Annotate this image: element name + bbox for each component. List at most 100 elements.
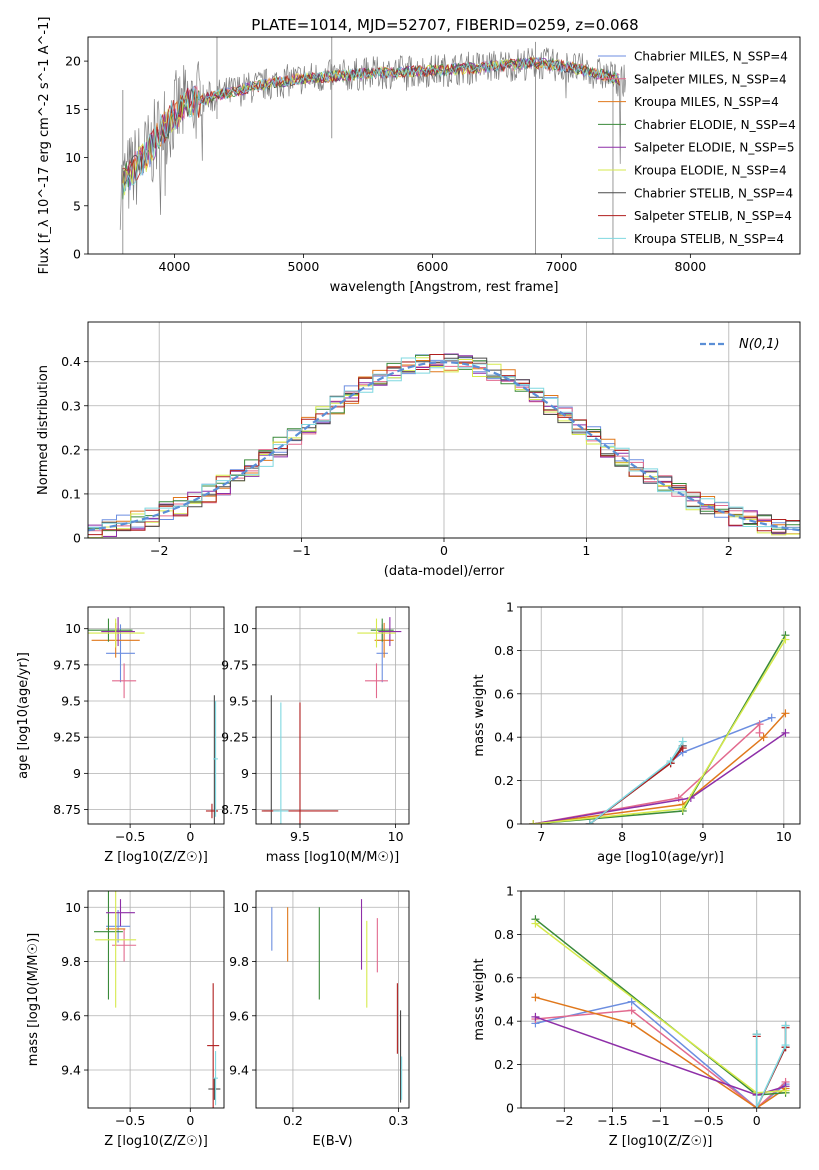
spectrum-frame xyxy=(87,36,801,255)
y-tick-label: 0 xyxy=(506,817,514,832)
mass_vs_Z-xlabel: Z [log10(Z/Z☉)] xyxy=(104,1134,208,1149)
mass_weight_vs_age-frame xyxy=(520,606,801,825)
x-tick-label: −1.5 xyxy=(597,1113,627,1128)
mass-weight-line xyxy=(535,1000,787,1108)
mass_vs_Z-frame xyxy=(87,890,225,1109)
y-tick-label: 1 xyxy=(506,884,514,899)
spectrum-panel: 4000 5000 6000 7000 8000 0 5 10 15 20 Chabrier MIL… xyxy=(65,36,801,274)
x-tick-label: 10 xyxy=(388,829,404,844)
y-tick-label: 9.4 xyxy=(229,1063,249,1078)
mass-weight-line xyxy=(533,712,786,824)
x-tick-label: 7 xyxy=(537,829,545,844)
y-tick-label: 0.8 xyxy=(494,927,514,942)
y-tick-label: 0.2 xyxy=(494,773,514,788)
legend-entry: Kroupa MILES, N_SSP=4 xyxy=(634,95,779,109)
mass_weight_vs_age-panel: 7 8 9 10 0 0.2 0.4 0.6 0.8 1 xyxy=(494,600,801,844)
age_vs_Z-plot-area xyxy=(88,617,218,824)
error-bar-point xyxy=(106,624,135,683)
x-tick-label: 8 xyxy=(618,829,626,844)
age_vs_Z-frame xyxy=(87,606,225,825)
error-bar-point xyxy=(95,891,137,1008)
age_vs_mass-frame xyxy=(255,606,410,825)
spectrum-xlabel: wavelength [Angstrom, rest frame] xyxy=(330,280,559,295)
mass-weight-line xyxy=(535,1009,787,1108)
x-tick-label: −1 xyxy=(292,543,310,558)
y-tick-label: 9 xyxy=(73,766,81,781)
mass_weight_vs_age-plot-area xyxy=(529,631,790,824)
y-tick-label: 9.25 xyxy=(221,730,249,745)
age_vs_mass-xlabel: mass [log10(M/M☉)] xyxy=(266,850,399,865)
residuals-ylabel: Normed distribution xyxy=(36,365,51,495)
x-tick-label: 0 xyxy=(440,543,448,558)
x-tick-label: 0.2 xyxy=(283,1113,303,1128)
mass_weight_vs_Z-xlabel: Z [log10(Z/Z☉)] xyxy=(609,1134,713,1149)
y-tick-label: 0.3 xyxy=(61,398,81,413)
y-tick-label: 9.75 xyxy=(53,657,81,672)
y-tick-label: 0.6 xyxy=(494,686,514,701)
figure-title: PLATE=1014, MJD=52707, FIBERID=0259, z=0… xyxy=(251,16,638,34)
y-tick-label: 0.1 xyxy=(61,486,81,501)
y-tick-label: 9.5 xyxy=(229,694,249,709)
x-tick-label: 8000 xyxy=(674,259,706,274)
y-tick-label: 0 xyxy=(73,247,81,262)
y-tick-label: 9.4 xyxy=(61,1063,81,1078)
x-tick-label: 2 xyxy=(725,543,733,558)
legend-entry: N(0,1) xyxy=(739,337,780,352)
y-tick-label: 0.4 xyxy=(61,354,81,369)
age_vs_Z-xlabel: Z [log10(Z/Z☉)] xyxy=(104,850,208,865)
mass_vs_ebv-plot-area xyxy=(271,899,403,1103)
y-tick-label: 8.75 xyxy=(221,802,249,817)
gaussian-curve xyxy=(88,361,800,532)
x-tick-label: 0 xyxy=(186,829,194,844)
spectrum-legend: Chabrier MILES, N_SSP=4 Salpeter MILES, N… xyxy=(598,50,796,246)
y-tick-label: 0.2 xyxy=(494,1057,514,1072)
x-tick-label: 0 xyxy=(186,1113,194,1128)
x-tick-label: −1 xyxy=(651,1113,669,1128)
error-bar-point xyxy=(273,702,289,824)
residuals-plot-area xyxy=(88,353,800,538)
error-bar-point xyxy=(94,891,123,1000)
mass_vs_ebv-xlabel: E(B-V) xyxy=(312,1134,352,1149)
error-bar-point xyxy=(106,909,131,943)
y-tick-label: 9 xyxy=(241,766,249,781)
y-tick-label: 0 xyxy=(73,531,81,546)
error-bar-point xyxy=(106,899,135,927)
y-tick-label: 0.6 xyxy=(494,970,514,985)
y-tick-label: 9.8 xyxy=(61,954,81,969)
x-tick-label: −0.5 xyxy=(115,829,145,844)
x-tick-label: −0.5 xyxy=(693,1113,723,1128)
legend-entry: Salpeter STELIB, N_SSP=4 xyxy=(634,209,792,223)
mass_vs_Z-panel: −0.5 0 9.4 9.6 9.8 10 xyxy=(61,890,225,1128)
x-tick-label: −2 xyxy=(150,543,168,558)
y-tick-label: 1 xyxy=(506,600,514,615)
age_vs_Z-ylabel: age [log10(age/yr)] xyxy=(16,652,31,779)
model-spectrum-line xyxy=(122,56,620,192)
x-tick-label: 5000 xyxy=(287,259,319,274)
error-bar-point xyxy=(378,617,402,647)
x-tick-label: −2 xyxy=(555,1113,573,1128)
y-tick-label: 9.25 xyxy=(53,730,81,745)
residuals-panel: −2 −1 0 1 2 0 0.1 0.2 0.3 0.4 N(0,1) xyxy=(61,321,801,558)
mass-weight-line xyxy=(533,639,787,824)
x-tick-label: 6000 xyxy=(416,259,448,274)
error-bar-point xyxy=(213,1051,218,1106)
mass_weight_vs_age-xlabel: age [log10(age/yr)] xyxy=(597,850,724,865)
error-bar-point xyxy=(101,617,135,647)
mass_vs_ebv-frame xyxy=(255,890,410,1109)
y-tick-label: 10 xyxy=(65,621,81,636)
y-tick-label: 0.8 xyxy=(494,643,514,658)
mass-weight-line xyxy=(533,634,787,824)
legend-entry: Kroupa STELIB, N_SSP=4 xyxy=(634,232,784,246)
x-tick-label: 9 xyxy=(699,829,707,844)
error-bar-point xyxy=(365,663,388,699)
y-tick-label: 5 xyxy=(73,198,81,213)
error-bar-point xyxy=(88,618,145,648)
x-tick-label: −0.5 xyxy=(115,1113,145,1128)
y-tick-label: 0.4 xyxy=(494,1014,514,1029)
y-tick-label: 10 xyxy=(233,900,249,915)
y-tick-label: 20 xyxy=(65,54,81,69)
error-bar-point xyxy=(208,1078,221,1100)
y-tick-label: 9.6 xyxy=(229,1008,249,1023)
mass-weight-line xyxy=(755,1025,787,1108)
